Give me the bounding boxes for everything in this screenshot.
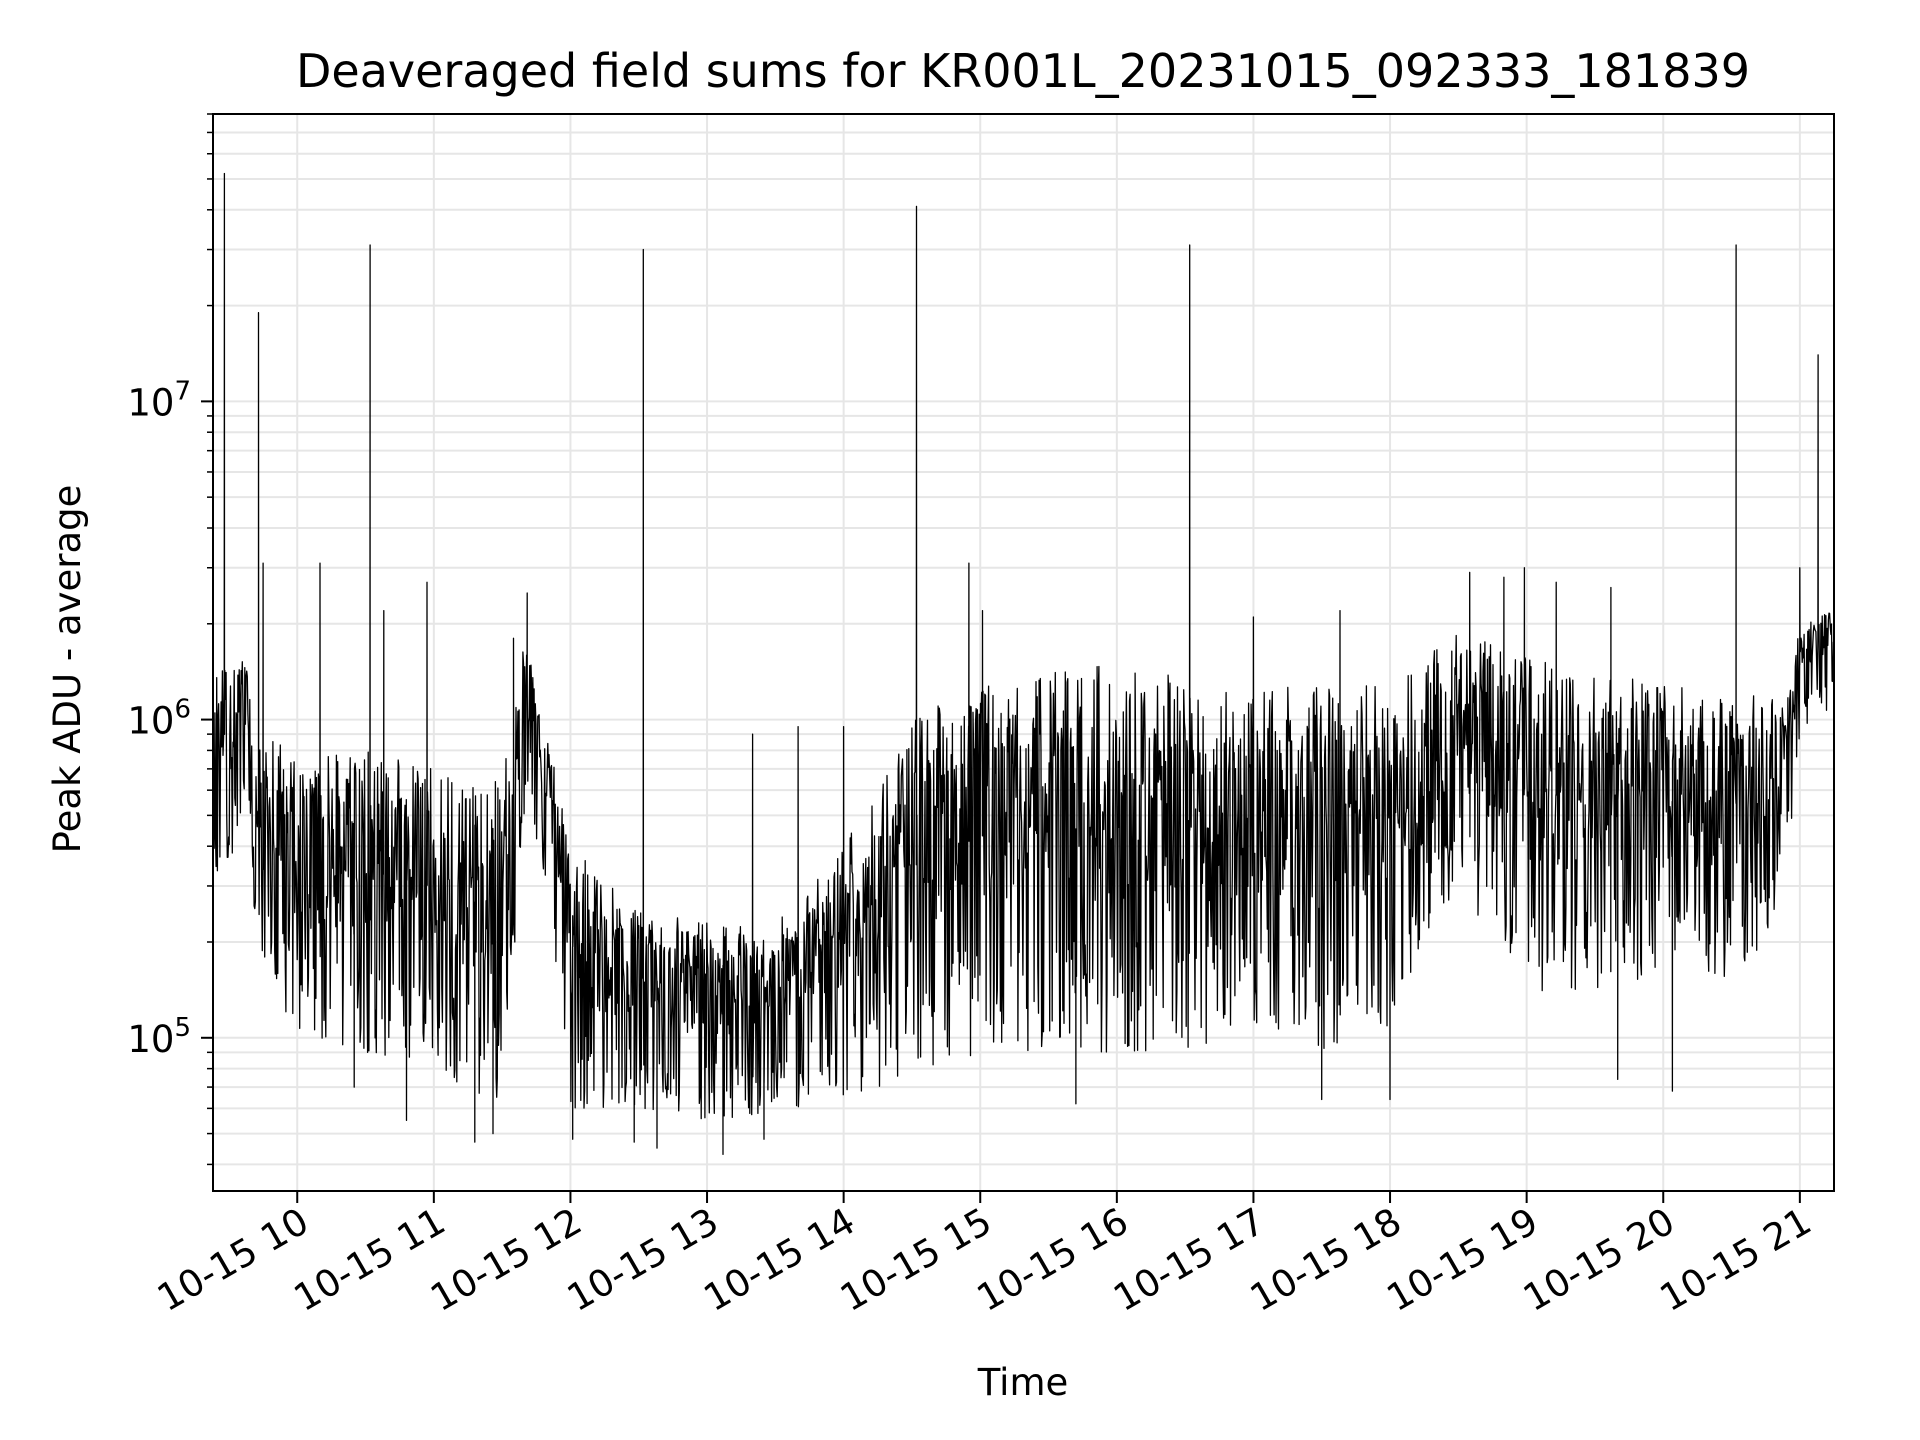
x-tick-label: 10-15 11 [287,1200,453,1320]
y-axis-label: Peak ADU - average [46,485,89,854]
x-tick-label: 10-15 15 [833,1200,999,1320]
x-tick-label: 10-15 16 [970,1200,1136,1320]
y-tick-label: 107 [127,376,191,424]
plot-frame [212,113,1835,1192]
x-tick-label: 10-15 20 [1516,1200,1682,1320]
y-tick-label: 106 [127,695,191,743]
x-tick-label: 10-15 13 [560,1200,726,1320]
data-layer [212,172,1835,1156]
series-line [212,172,1835,1156]
x-tick-label: 10-15 14 [697,1200,863,1320]
x-axis-label: Time [977,1361,1069,1404]
x-tick-label: 10-15 17 [1106,1200,1272,1320]
chart-title: Deaveraged field sums for KR001L_2023101… [296,44,1750,98]
x-tick-label: 10-15 21 [1653,1200,1819,1320]
x-tick-label: 10-15 12 [423,1200,589,1320]
x-tick-label: 10-15 19 [1380,1200,1546,1320]
x-tick-label: 10-15 10 [150,1200,316,1320]
x-tick-label: 10-15 18 [1243,1200,1409,1320]
y-tick-label: 105 [127,1013,191,1061]
